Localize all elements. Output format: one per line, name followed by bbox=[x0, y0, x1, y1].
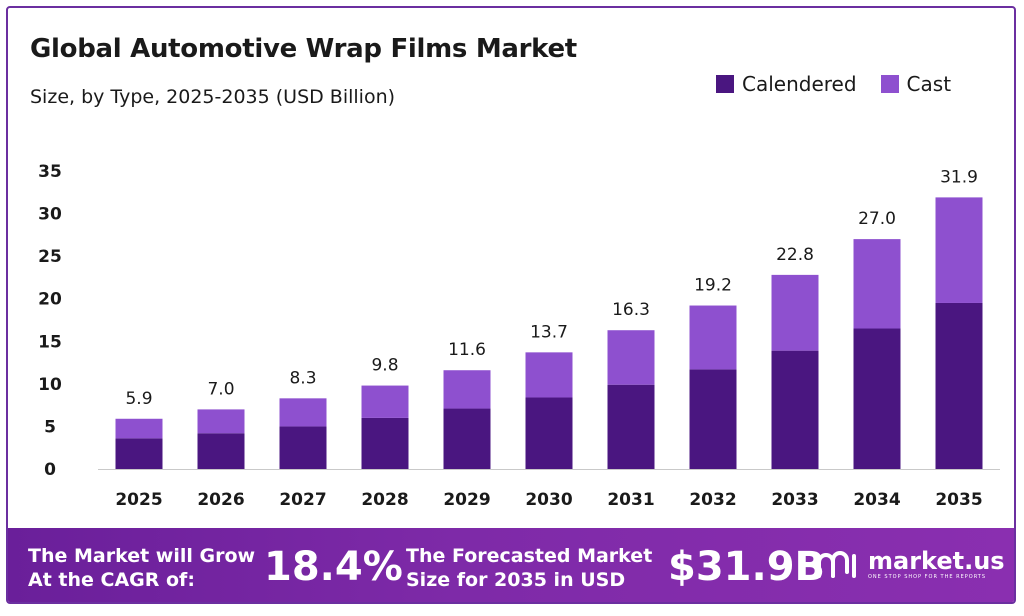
brand-tagline: ONE STOP SHOP FOR THE REPORTS bbox=[868, 574, 987, 580]
bar-calendered-2025 bbox=[115, 438, 163, 469]
chart-card: Global Automotive Wrap Films Market Size… bbox=[6, 6, 1016, 604]
footer-banner: The Market will Grow At the CAGR of: 18.… bbox=[8, 528, 1014, 602]
x-tick-label-2030: 2030 bbox=[525, 490, 572, 510]
data-label-2035: 31.9 bbox=[940, 167, 978, 187]
bar-cast-2027 bbox=[279, 398, 327, 427]
data-label-2032: 19.2 bbox=[694, 276, 732, 296]
y-tick-label: 20 bbox=[38, 290, 62, 310]
bar-calendered-2034 bbox=[853, 328, 901, 469]
y-tick-label: 25 bbox=[38, 247, 62, 267]
data-label-2033: 22.8 bbox=[776, 245, 814, 265]
y-tick-label: 5 bbox=[44, 417, 56, 437]
y-tick-label: 10 bbox=[38, 375, 62, 395]
legend-item-cast: Cast bbox=[880, 72, 952, 96]
legend-swatch-calendered bbox=[716, 75, 734, 93]
brand-text: market.us ONE STOP SHOP FOR THE REPORTS bbox=[868, 548, 1005, 581]
cagr-value: 18.4% bbox=[264, 544, 403, 590]
bar-cast-2033 bbox=[771, 274, 819, 351]
cagr-label-line1: The Market will Grow bbox=[28, 545, 256, 567]
market-us-logo-icon bbox=[817, 550, 856, 578]
bar-cast-2032 bbox=[689, 305, 737, 370]
bar-cast-2030 bbox=[525, 352, 573, 398]
y-tick-label: 15 bbox=[38, 332, 62, 352]
data-label-2031: 16.3 bbox=[612, 300, 650, 320]
forecast-label: The Forecasted Market Size for 2035 in U… bbox=[406, 544, 652, 592]
legend-swatch-cast bbox=[880, 75, 899, 93]
cagr-label: The Market will Grow At the CAGR of: bbox=[28, 544, 255, 592]
data-label-2029: 11.6 bbox=[448, 340, 486, 360]
x-tick-label-2028: 2028 bbox=[361, 490, 408, 510]
bar-cast-2028 bbox=[361, 385, 409, 418]
bar-chart: 051015202530355.920257.020268.320279.820… bbox=[38, 162, 1000, 510]
data-label-2026: 7.0 bbox=[207, 379, 234, 399]
forecast-label-line2: Size for 2035 in USD bbox=[406, 569, 626, 591]
data-label-2030: 13.7 bbox=[530, 322, 568, 342]
data-label-2027: 8.3 bbox=[289, 368, 316, 388]
x-tick-label-2026: 2026 bbox=[197, 490, 244, 510]
bar-calendered-2026 bbox=[197, 433, 245, 469]
bar-cast-2026 bbox=[197, 409, 245, 434]
forecast-value: $31.9B bbox=[668, 544, 826, 590]
chart-title: Global Automotive Wrap Films Market bbox=[30, 34, 577, 64]
x-tick-label-2032: 2032 bbox=[689, 490, 736, 510]
y-tick-label: 0 bbox=[44, 460, 56, 480]
data-label-2034: 27.0 bbox=[858, 209, 896, 229]
x-tick-label-2035: 2035 bbox=[935, 490, 982, 510]
x-tick-label-2033: 2033 bbox=[771, 490, 818, 510]
legend-label-calendered: Calendered bbox=[742, 72, 857, 96]
forecast-label-line1: The Forecasted Market bbox=[406, 545, 653, 567]
bar-cast-2035 bbox=[935, 197, 983, 303]
y-tick-label: 35 bbox=[38, 162, 62, 182]
bar-calendered-2035 bbox=[935, 302, 983, 469]
y-tick-label: 30 bbox=[38, 205, 62, 225]
chart-subtitle: Size, by Type, 2025-2035 (USD Billion) bbox=[30, 86, 396, 108]
x-tick-label-2025: 2025 bbox=[115, 490, 162, 510]
x-tick-label-2027: 2027 bbox=[279, 490, 326, 510]
bar-calendered-2029 bbox=[443, 408, 491, 469]
x-tick-label-2029: 2029 bbox=[443, 490, 490, 510]
bar-calendered-2032 bbox=[689, 369, 737, 469]
brand-name: market.us bbox=[868, 547, 1005, 575]
bar-calendered-2027 bbox=[279, 426, 327, 469]
bar-cast-2025 bbox=[115, 418, 163, 439]
chart-legend: Calendered Cast bbox=[716, 72, 951, 96]
x-tick-label-2034: 2034 bbox=[853, 490, 900, 510]
brand-logo: market.us ONE STOP SHOP FOR THE REPORTS bbox=[816, 548, 1005, 581]
bar-cast-2031 bbox=[607, 330, 655, 385]
legend-item-calendered: Calendered bbox=[716, 72, 857, 96]
bar-cast-2029 bbox=[443, 370, 491, 409]
bar-calendered-2028 bbox=[361, 417, 409, 469]
bar-calendered-2033 bbox=[771, 350, 819, 469]
legend-label-cast: Cast bbox=[906, 72, 952, 96]
data-label-2025: 5.9 bbox=[125, 389, 152, 409]
x-tick-label-2031: 2031 bbox=[607, 490, 654, 510]
bar-calendered-2030 bbox=[525, 397, 573, 469]
bar-cast-2034 bbox=[853, 239, 901, 329]
cagr-label-line2: At the CAGR of: bbox=[28, 569, 195, 591]
data-label-2028: 9.8 bbox=[371, 356, 398, 376]
bar-calendered-2031 bbox=[607, 384, 655, 469]
